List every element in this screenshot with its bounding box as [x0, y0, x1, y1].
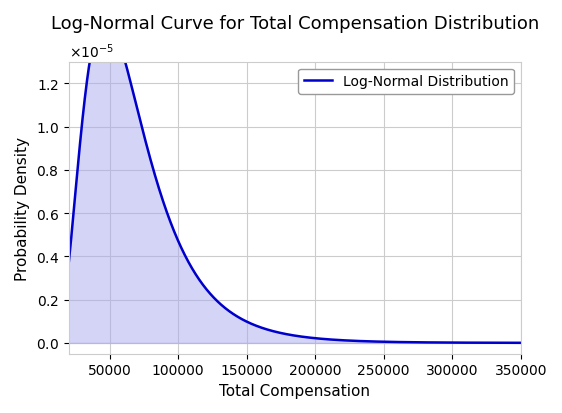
Log-Normal Distribution [418, 340, 425, 345]
Legend: Log-Normal Distribution: Log-Normal Distribution [298, 69, 514, 95]
Log-Normal Distribution [427, 340, 433, 345]
Log-Normal Distribution [248, 322, 255, 327]
Log-Normal Distribution [65, 263, 72, 268]
X-axis label: Total Compensation: Total Compensation [219, 383, 370, 398]
Log-Normal Distribution [518, 340, 524, 345]
Log-Normal Distribution [376, 339, 383, 344]
Title: Log-Normal Curve for Total Compensation Distribution: Log-Normal Curve for Total Compensation … [51, 15, 539, 33]
Line: Log-Normal Distribution: Log-Normal Distribution [69, 17, 521, 343]
Y-axis label: Probability Density: Probability Density [15, 136, 30, 280]
Log-Normal Distribution [265, 328, 271, 332]
Log-Normal Distribution [112, 28, 119, 33]
Log-Normal Distribution [102, 15, 108, 20]
